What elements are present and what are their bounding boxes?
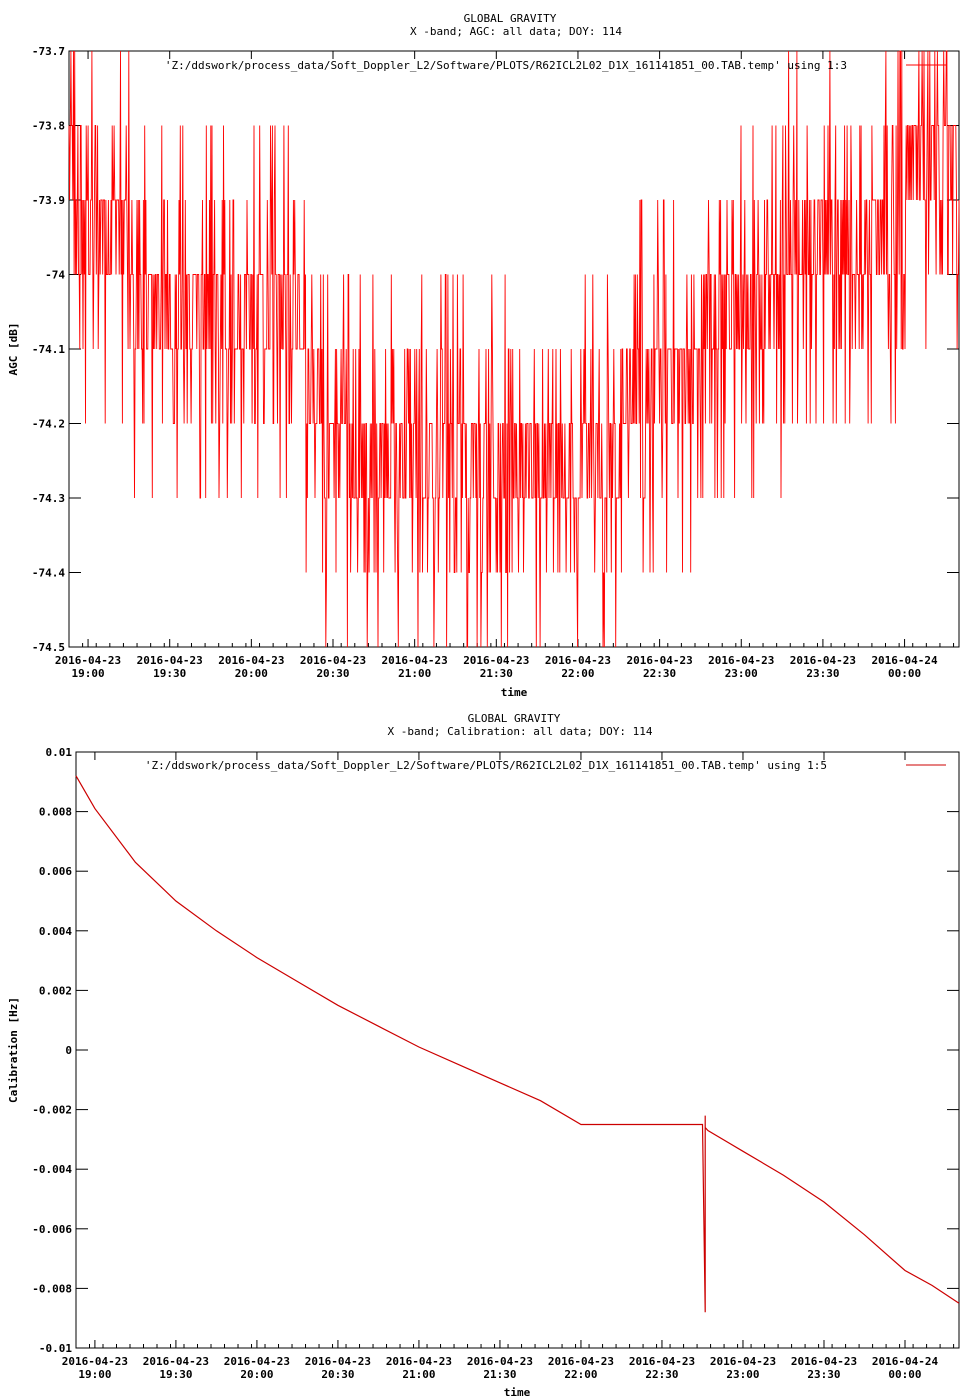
agc-x-tick-time-label: 21:30 bbox=[480, 667, 513, 680]
agc-x-axis-label: time bbox=[501, 686, 528, 699]
calibration-y-tick-label: -0.008 bbox=[32, 1282, 72, 1295]
calibration-x-axis-label: time bbox=[504, 1386, 531, 1399]
agc-x-tick-time-label: 19:30 bbox=[153, 667, 186, 680]
calibration-x-tick-time-label: 19:30 bbox=[159, 1368, 192, 1381]
agc-x-tick-time-label: 22:00 bbox=[561, 667, 594, 680]
calibration-legend-label: 'Z:/ddswork/process_data/Soft_Doppler_L2… bbox=[145, 759, 827, 772]
calibration-chart: GLOBAL GRAVITY X -band; Calibration: all… bbox=[7, 712, 960, 1399]
calibration-x-ticks: 2016-04-2319:002016-04-2319:302016-04-23… bbox=[62, 752, 955, 1381]
calibration-x-tick-time-label: 00:00 bbox=[888, 1368, 921, 1381]
calibration-x-tick-date-label: 2016-04-23 bbox=[305, 1355, 371, 1368]
agc-series-area bbox=[68, 50, 960, 648]
agc-x-tick-date-label: 2016-04-23 bbox=[137, 654, 203, 667]
agc-x-tick-date-label: 2016-04-23 bbox=[382, 654, 448, 667]
agc-x-tick-time-label: 23:30 bbox=[806, 667, 839, 680]
calibration-x-tick-date-label: 2016-04-23 bbox=[62, 1355, 128, 1368]
agc-x-ticks: 2016-04-2319:002016-04-2319:302016-04-23… bbox=[55, 51, 955, 680]
agc-y-axis-label: AGC [dB] bbox=[7, 323, 20, 376]
agc-y-tick-label: -74.4 bbox=[32, 567, 65, 580]
calibration-x-tick-date-label: 2016-04-23 bbox=[791, 1355, 857, 1368]
calibration-x-tick-date-label: 2016-04-24 bbox=[872, 1355, 939, 1368]
agc-y-tick-label: -74 bbox=[45, 269, 65, 282]
calibration-x-tick-time-label: 22:30 bbox=[645, 1368, 678, 1381]
agc-x-tick-time-label: 21:00 bbox=[398, 667, 431, 680]
agc-y-tick-label: -74.2 bbox=[32, 418, 65, 431]
agc-x-tick-date-label: 2016-04-24 bbox=[871, 654, 938, 667]
calibration-x-tick-time-label: 21:00 bbox=[402, 1368, 435, 1381]
agc-y-ticks: -73.7 -73.8 -73.9 -74 -74.1 -74.2 -74.3 -74.4 -7… bbox=[32, 45, 959, 654]
calibration-x-tick-date-label: 2016-04-23 bbox=[224, 1355, 290, 1368]
calibration-x-tick-time-label: 20:00 bbox=[240, 1368, 273, 1381]
calibration-series-line bbox=[75, 775, 960, 1313]
calibration-y-axis-label: Calibration [Hz] bbox=[7, 997, 20, 1103]
calibration-x-tick-time-label: 20:30 bbox=[321, 1368, 354, 1381]
calibration-x-tick-time-label: 23:30 bbox=[807, 1368, 840, 1381]
agc-x-tick-date-label: 2016-04-23 bbox=[626, 654, 692, 667]
calibration-y-tick-label: 0.006 bbox=[39, 865, 72, 878]
calibration-y-tick-label: -0.004 bbox=[32, 1163, 72, 1176]
agc-x-tick-date-label: 2016-04-23 bbox=[300, 654, 366, 667]
calibration-plot-frame bbox=[75, 751, 960, 1349]
agc-x-tick-date-label: 2016-04-23 bbox=[218, 654, 284, 667]
calibration-chart-subtitle: X -band; Calibration: all data; DOY: 114 bbox=[388, 725, 653, 738]
calibration-x-tick-date-label: 2016-04-23 bbox=[467, 1355, 533, 1368]
agc-x-tick-time-label: 20:00 bbox=[235, 667, 268, 680]
calibration-y-tick-label: 0 bbox=[65, 1044, 72, 1057]
calibration-x-tick-time-label: 21:30 bbox=[483, 1368, 516, 1381]
agc-plot-frame bbox=[68, 50, 960, 648]
calibration-y-tick-label: 0.008 bbox=[39, 806, 72, 819]
agc-y-tick-label: -73.9 bbox=[32, 194, 65, 207]
agc-chart: GLOBAL GRAVITY X -band; AGC: all data; D… bbox=[7, 12, 960, 699]
agc-y-tick-label: -73.8 bbox=[32, 120, 65, 133]
calibration-x-tick-date-label: 2016-04-23 bbox=[710, 1355, 776, 1368]
agc-series-line bbox=[68, 50, 960, 648]
agc-y-tick-label: -74.5 bbox=[32, 641, 65, 654]
calibration-x-tick-date-label: 2016-04-23 bbox=[629, 1355, 695, 1368]
calibration-x-tick-date-label: 2016-04-23 bbox=[548, 1355, 614, 1368]
agc-x-tick-time-label: 00:00 bbox=[888, 667, 921, 680]
agc-x-tick-date-label: 2016-04-23 bbox=[55, 654, 121, 667]
calibration-y-ticks: 0.01 0.008 0.006 0.004 0.002 0 -0.002 -0.004 -0.… bbox=[32, 746, 959, 1355]
agc-y-tick-label: -73.7 bbox=[32, 45, 65, 58]
calibration-y-tick-label: -0.002 bbox=[32, 1104, 72, 1117]
calibration-y-tick-label: 0.002 bbox=[39, 984, 72, 997]
agc-chart-title: GLOBAL GRAVITY bbox=[464, 12, 557, 25]
agc-y-tick-label: -74.1 bbox=[32, 343, 65, 356]
calibration-x-tick-date-label: 2016-04-23 bbox=[386, 1355, 452, 1368]
calibration-x-tick-time-label: 19:00 bbox=[78, 1368, 111, 1381]
calibration-x-tick-date-label: 2016-04-23 bbox=[143, 1355, 209, 1368]
agc-x-tick-date-label: 2016-04-23 bbox=[708, 654, 774, 667]
calibration-series-area bbox=[75, 775, 960, 1313]
agc-x-tick-time-label: 23:00 bbox=[725, 667, 758, 680]
calibration-y-tick-label: 0.01 bbox=[46, 746, 73, 759]
calibration-y-tick-label: -0.01 bbox=[39, 1342, 72, 1355]
calibration-chart-title: GLOBAL GRAVITY bbox=[468, 712, 561, 725]
agc-x-tick-date-label: 2016-04-23 bbox=[790, 654, 856, 667]
calibration-x-tick-time-label: 22:00 bbox=[564, 1368, 597, 1381]
calibration-y-tick-label: 0.004 bbox=[39, 925, 72, 938]
calibration-x-tick-time-label: 23:00 bbox=[726, 1368, 759, 1381]
agc-x-tick-date-label: 2016-04-23 bbox=[463, 654, 529, 667]
agc-chart-subtitle: X -band; AGC: all data; DOY: 114 bbox=[410, 25, 622, 38]
agc-x-tick-time-label: 20:30 bbox=[316, 667, 349, 680]
agc-y-tick-label: -74.3 bbox=[32, 492, 65, 505]
agc-x-tick-date-label: 2016-04-23 bbox=[545, 654, 611, 667]
agc-legend-label: 'Z:/ddswork/process_data/Soft_Doppler_L2… bbox=[165, 59, 847, 72]
agc-x-tick-time-label: 19:00 bbox=[71, 667, 104, 680]
agc-x-tick-time-label: 22:30 bbox=[643, 667, 676, 680]
calibration-y-tick-label: -0.006 bbox=[32, 1223, 72, 1236]
